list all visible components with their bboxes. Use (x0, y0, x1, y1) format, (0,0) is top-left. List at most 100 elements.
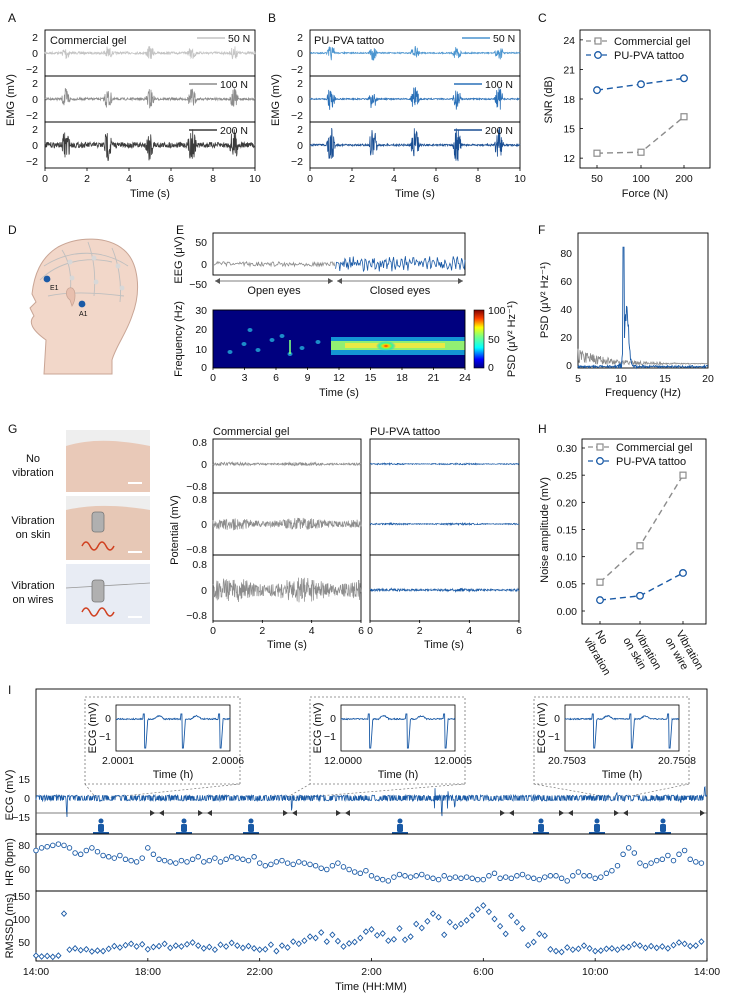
segment-arrow (345, 810, 350, 816)
wire (65, 582, 151, 589)
hr-point (139, 855, 145, 861)
spectral-speck (279, 334, 285, 338)
rmssd-point (351, 938, 358, 946)
spectral-speck (315, 340, 321, 344)
hr-point (128, 857, 134, 864)
rmssd-point (597, 947, 604, 954)
rmssd-point (222, 943, 230, 950)
noise-ytick-0.05: 0.05 (557, 579, 578, 591)
rmssd-point (127, 940, 135, 948)
hr-point (340, 864, 347, 870)
hr-point (435, 876, 442, 883)
hr-point (346, 866, 352, 873)
rmssd-point (329, 931, 336, 939)
legend-gel-marker-h (596, 443, 604, 451)
spectral-speck (241, 342, 247, 346)
ytick-b3-mid: 0 (297, 140, 303, 152)
panel-g: G No vibration Vibration on skin Vibrati… (8, 422, 522, 651)
hr-point (592, 875, 598, 882)
psd-xtick-5: 5 (575, 373, 581, 385)
noise-ytick-0.10: 0.10 (557, 552, 578, 564)
hr-point (94, 848, 101, 855)
cap-node (115, 263, 121, 269)
spectral-speck (299, 346, 305, 350)
ytick-b3-bot: −2 (291, 156, 303, 168)
psd-xlabel: Frequency (Hz) (605, 387, 681, 399)
pot-xtick-tattoo-tick-2: 4 (466, 625, 472, 637)
noise-point-tattoo (596, 596, 604, 605)
hr-point (178, 857, 185, 864)
hr-point (117, 852, 123, 859)
hr-ytick-80: 80 (18, 840, 30, 852)
panel-a-title: Commercial gel (50, 35, 126, 47)
hr-ylabel: HR (bpm) (4, 838, 16, 886)
snr-xtick-50: 50 (591, 173, 603, 185)
ytick-a3-top: 2 (32, 124, 38, 136)
hr-point (463, 874, 470, 880)
rmssd-point (379, 930, 386, 937)
sleep-icon-base (392, 832, 408, 834)
rmssd-point (334, 937, 342, 945)
pot-xtick-gel-tick-0: 0 (210, 625, 216, 637)
hr-point (61, 842, 67, 849)
spectral-speck (255, 348, 261, 352)
rmssd-point (547, 945, 554, 953)
time-tick-6: 14:00 (694, 966, 720, 978)
electrode-e1 (43, 275, 51, 283)
spectral-artifact (289, 340, 291, 354)
cbar-label: PSD (μV² Hz⁻¹) (506, 301, 518, 377)
panel-e: E 50 0 −50 EEG (μV) Open eyes Closed eye… (173, 223, 518, 399)
hr-point (195, 854, 201, 860)
condition-label-2a: Vibration (11, 515, 54, 527)
inset-plot-1 (340, 704, 456, 752)
inset-connector (84, 783, 97, 799)
hr-point (312, 862, 319, 869)
snr-ytick-15: 15 (563, 124, 575, 136)
noise-tattoo-1-frame (369, 438, 520, 494)
panel-letter-f: F (538, 223, 545, 237)
inset-connector (103, 783, 241, 799)
hr-point (301, 860, 308, 866)
hr-point (681, 847, 688, 854)
lying-icon-body (248, 824, 254, 832)
panel-b-ylabel: EMG (mV) (270, 74, 282, 126)
hr-point (570, 873, 576, 879)
snr-point-gel (593, 149, 601, 157)
snr-xtick-100: 100 (632, 173, 650, 185)
spec-xtick-tick-8: 24 (459, 372, 471, 384)
rmssd-ylabel: RMSSD (ms) (4, 894, 16, 959)
hr-point (351, 869, 358, 875)
inset-ecg-trace-0 (115, 713, 231, 749)
segment-arrow (159, 810, 164, 816)
hr-point (38, 845, 45, 851)
pot-xtick-tattoo-tick-1: 2 (417, 625, 423, 637)
snr-xtick-200: 200 (675, 173, 693, 185)
ytick-a3-mid: 0 (32, 140, 38, 152)
ytick-b2-top: 2 (297, 78, 303, 90)
inset-connector (293, 783, 466, 799)
inset-ylabel: ECG (mV) (87, 703, 99, 754)
rmssd-point (592, 947, 599, 955)
spec-ytick-0: 0 (201, 362, 207, 374)
rmssd-point (519, 925, 526, 932)
noise-ytick-0.30: 0.30 (557, 443, 578, 455)
panel-letter-h: H (538, 422, 547, 436)
inset-ytick-m1: −1 (324, 731, 336, 743)
noise-ytick-0.20: 0.20 (557, 497, 578, 509)
emg-a-50-trace (44, 46, 256, 60)
emg-a-100-trace (44, 88, 256, 109)
force-label-b-100: 100 N (485, 79, 513, 91)
hr-point (519, 871, 526, 878)
rmssd-point (642, 944, 649, 952)
rmssd-point (66, 946, 73, 954)
emg-b-xtick-tick-2: 4 (391, 173, 397, 185)
electrode-a1 (78, 300, 86, 308)
inset-ecg-trace-2 (564, 713, 680, 749)
emg-a-xtick-tick-5: 10 (249, 173, 261, 185)
hr-point (357, 870, 364, 877)
cbar-tick-50: 50 (488, 334, 500, 346)
rmssd-point (513, 918, 521, 926)
rmssd-point (373, 931, 381, 939)
rmssd-point (195, 942, 202, 949)
inset-ytick-0: 0 (105, 713, 111, 725)
